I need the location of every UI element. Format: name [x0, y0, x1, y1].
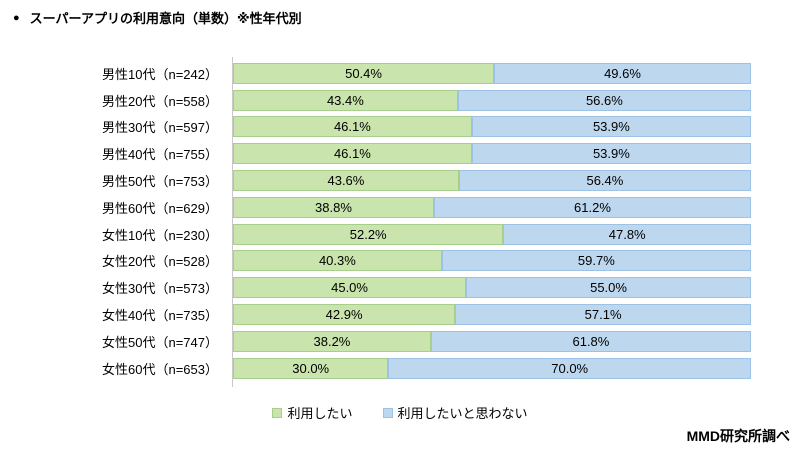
bar-segment-want: 43.6%	[233, 170, 459, 192]
bar-value-label: 45.0%	[331, 280, 368, 296]
bar-segment-want: 43.4%	[233, 89, 458, 111]
bullet-icon: ●	[13, 11, 20, 24]
bar-value-label: 61.8%	[572, 333, 610, 349]
bar-value-label: 57.1%	[584, 307, 622, 323]
table-row: 男性10代（n=242） 50.4% 49.6%	[0, 60, 800, 87]
bar-value-label: 38.2%	[313, 333, 351, 349]
legend-label-notwant: 利用したいと思わない	[397, 406, 528, 421]
bar-track: 38.8% 61.2%	[233, 196, 751, 218]
bar-segment-notwant: 59.7%	[441, 250, 751, 272]
bar-segment-notwant: 55.0%	[466, 277, 751, 299]
row-label: 男性50代（n=753）	[102, 174, 218, 190]
bar-segment-notwant: 61.8%	[430, 330, 751, 352]
row-label: 女性30代（n=573）	[102, 281, 218, 297]
table-row: 女性10代（n=230） 52.2% 47.8%	[0, 221, 800, 248]
row-label: 男性60代（n=629）	[102, 200, 218, 216]
bar-value-label: 53.9%	[592, 119, 630, 135]
legend-item-want: 利用したい	[272, 403, 353, 422]
legend-swatch-notwant-icon	[382, 407, 393, 418]
bar-track: 46.1% 53.9%	[233, 116, 751, 138]
bar-segment-notwant: 56.6%	[457, 89, 751, 111]
bar-value-label: 38.8%	[315, 199, 352, 215]
bar-segment-notwant: 56.4%	[458, 170, 751, 192]
bar-segment-want: 46.1%	[233, 116, 472, 138]
bar-value-label: 59.7%	[577, 253, 615, 269]
table-row: 男性30代（n=597） 46.1% 53.9%	[0, 114, 800, 141]
table-row: 女性50代（n=747） 38.2% 61.8%	[0, 328, 800, 355]
bar-segment-notwant: 57.1%	[455, 304, 751, 326]
legend-swatch-want-icon	[272, 407, 283, 418]
bar-segment-notwant: 70.0%	[388, 357, 751, 379]
table-row: 男性50代（n=753） 43.6% 56.4%	[0, 167, 800, 194]
bar-value-label: 43.4%	[326, 92, 364, 108]
bar-track: 42.9% 57.1%	[233, 304, 751, 326]
bar-value-label: 43.6%	[327, 173, 365, 189]
bar-value-label: 56.6%	[585, 92, 623, 108]
bar-track: 30.0% 70.0%	[233, 357, 751, 379]
bar-value-label: 46.1%	[333, 146, 371, 162]
bar-segment-want: 42.9%	[233, 304, 456, 326]
bar-segment-want: 40.3%	[233, 250, 442, 272]
bar-segment-want: 38.8%	[233, 196, 434, 218]
row-label: 女性20代（n=528）	[102, 254, 218, 270]
bar-segment-notwant: 61.2%	[433, 196, 751, 218]
bar-segment-want: 45.0%	[233, 277, 467, 299]
bar-segment-notwant: 47.8%	[503, 223, 751, 245]
bar-track: 50.4% 49.6%	[233, 62, 751, 84]
bar-value-label: 55.0%	[590, 280, 627, 296]
table-row: 女性40代（n=735） 42.9% 57.1%	[0, 301, 800, 328]
bar-segment-notwant: 53.9%	[471, 143, 751, 165]
bar-segment-want: 38.2%	[233, 330, 431, 352]
row-label: 女性40代（n=735）	[102, 308, 218, 324]
row-label: 女性60代（n=653）	[102, 361, 218, 377]
table-row: 女性30代（n=573） 45.0% 55.0%	[0, 274, 800, 301]
chart-legend: 利用したい 利用したいと思わない	[0, 403, 800, 422]
table-row: 女性60代（n=653） 30.0% 70.0%	[0, 355, 800, 382]
page-title-text: スーパーアプリの利用意向（単数）※性年代別	[29, 11, 302, 26]
row-label: 男性20代（n=558）	[102, 93, 218, 109]
row-label: 男性40代（n=755）	[102, 147, 218, 163]
y-axis-line	[232, 57, 233, 387]
bar-value-label: 61.2%	[574, 199, 611, 215]
bar-segment-want: 52.2%	[233, 223, 504, 245]
bar-value-label: 56.4%	[586, 173, 624, 189]
bar-value-label: 42.9%	[325, 307, 363, 323]
bar-segment-want: 50.4%	[233, 62, 495, 84]
table-row: 男性60代（n=629） 38.8% 61.2%	[0, 194, 800, 221]
bar-value-label: 70.0%	[551, 360, 589, 376]
bar-value-label: 52.2%	[349, 226, 387, 242]
row-label: 女性10代（n=230）	[102, 227, 218, 243]
bar-value-label: 47.8%	[608, 226, 646, 242]
bar-value-label: 50.4%	[345, 65, 382, 81]
bar-value-label: 46.1%	[333, 119, 371, 135]
row-label: 女性50代（n=747）	[102, 334, 218, 350]
page-title: ● スーパーアプリの利用意向（単数）※性年代別	[13, 8, 302, 27]
bar-value-label: 40.3%	[318, 253, 356, 269]
bar-segment-want: 30.0%	[233, 357, 389, 379]
bar-value-label: 30.0%	[292, 360, 330, 376]
bar-track: 43.6% 56.4%	[233, 170, 751, 192]
table-row: 男性20代（n=558） 43.4% 56.6%	[0, 87, 800, 114]
bar-segment-want: 46.1%	[233, 143, 472, 165]
row-label: 男性10代（n=242）	[102, 66, 218, 82]
bar-track: 40.3% 59.7%	[233, 250, 751, 272]
bar-track: 38.2% 61.8%	[233, 330, 751, 352]
bar-value-label: 53.9%	[592, 146, 630, 162]
source-attribution: MMD研究所調べ	[686, 428, 790, 444]
stacked-bar-chart: 男性10代（n=242） 50.4% 49.6% 男性20代（n=558） 43…	[0, 57, 800, 387]
bar-segment-notwant: 53.9%	[471, 116, 751, 138]
bar-value-label: 49.6%	[604, 65, 641, 81]
bar-track: 46.1% 53.9%	[233, 143, 751, 165]
bar-track: 52.2% 47.8%	[233, 223, 751, 245]
legend-label-want: 利用したい	[287, 406, 353, 421]
table-row: 女性20代（n=528） 40.3% 59.7%	[0, 248, 800, 275]
bar-track: 45.0% 55.0%	[233, 277, 751, 299]
bar-track: 43.4% 56.6%	[233, 89, 751, 111]
row-label: 男性30代（n=597）	[102, 120, 218, 136]
table-row: 男性40代（n=755） 46.1% 53.9%	[0, 140, 800, 167]
legend-item-notwant: 利用したいと思わない	[382, 403, 528, 422]
bar-segment-notwant: 49.6%	[494, 62, 751, 84]
